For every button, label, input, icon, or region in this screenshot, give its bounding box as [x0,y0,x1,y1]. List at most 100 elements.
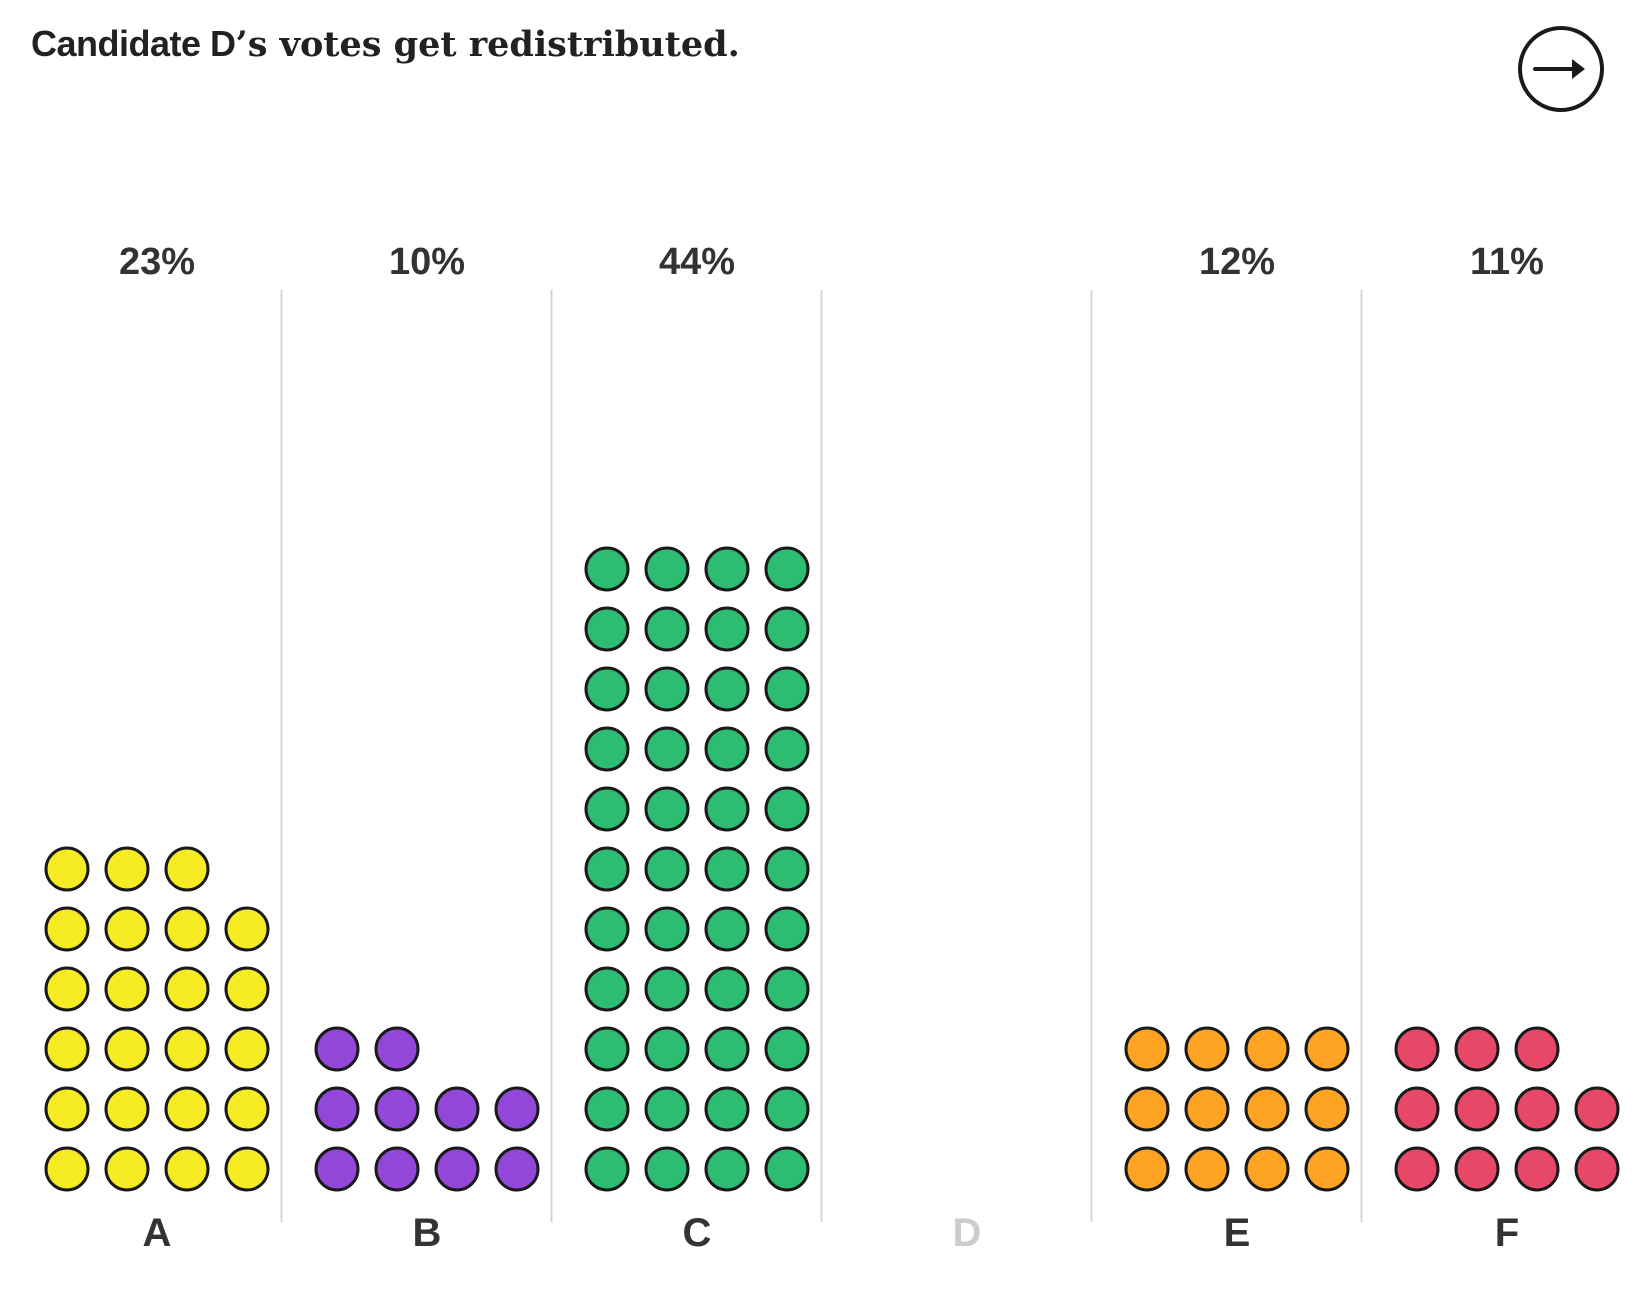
vote-dot-b [494,1146,540,1192]
vote-dot-c [704,606,750,652]
vote-dot-c [584,846,630,892]
vote-dot-a [44,1146,90,1192]
vote-dot-a [164,966,210,1012]
vote-dot-b [374,1026,420,1072]
vote-dot-a [44,1026,90,1072]
vote-dot-e [1244,1086,1290,1132]
vote-dot-c [764,1026,810,1072]
percent-label-e: 12% [1199,241,1275,283]
vote-dot-c [584,606,630,652]
vote-dot-c [644,606,690,652]
vote-dot-a [224,1026,270,1072]
vote-dot-c [584,1026,630,1072]
vote-dot-c [764,606,810,652]
vote-dot-c [584,966,630,1012]
vote-dot-c [644,906,690,952]
vote-dot-f [1514,1026,1560,1072]
percent-label-a: 23% [119,241,195,283]
vote-dot-c [764,846,810,892]
percent-label-c: 44% [659,241,735,283]
vote-dot-e [1304,1026,1350,1072]
vote-dot-c [644,1086,690,1132]
vote-dot-e [1184,1026,1230,1072]
vote-dot-c [584,666,630,712]
vote-dot-c [644,666,690,712]
vote-dot-e [1304,1086,1350,1132]
vote-dot-a [164,906,210,952]
vote-dot-c [644,786,690,832]
vote-dot-e [1124,1146,1170,1192]
vote-dot-a [224,1086,270,1132]
vote-dot-e [1124,1086,1170,1132]
vote-dot-c [764,966,810,1012]
vote-dot-b [374,1086,420,1132]
vote-dot-c [644,846,690,892]
vote-dot-c [584,786,630,832]
candidate-label-d: D [953,1211,982,1255]
vote-dot-c [644,966,690,1012]
vote-dot-e [1184,1086,1230,1132]
vote-dot-c [764,1146,810,1192]
vote-dot-c [764,666,810,712]
vote-dot-c [644,546,690,592]
vote-dot-c [704,846,750,892]
vote-dot-a [224,1146,270,1192]
vote-dot-a [104,906,150,952]
vote-dot-f [1454,1026,1500,1072]
vote-dot-f [1454,1086,1500,1132]
candidate-label-a: A [143,1211,172,1255]
next-step-button[interactable] [1518,26,1604,112]
vote-dot-a [104,846,150,892]
vote-dot-e [1244,1146,1290,1192]
vote-dot-f [1394,1146,1440,1192]
vote-dot-c [584,1146,630,1192]
vote-dot-c [704,546,750,592]
vote-dot-c [764,906,810,952]
vote-dot-c [704,666,750,712]
vote-dot-b [314,1086,360,1132]
vote-dot-c [644,1026,690,1072]
vote-dot-f [1574,1086,1620,1132]
vote-dot-c [704,1026,750,1072]
vote-dot-a [224,966,270,1012]
vote-dot-a [44,846,90,892]
candidate-label-f: F [1495,1211,1519,1255]
vote-dot-a [164,846,210,892]
vote-dot-c [584,1086,630,1132]
arrow-right-icon [1518,26,1604,112]
vote-dot-b [494,1086,540,1132]
vote-dot-b [314,1026,360,1072]
candidate-label-b: B [413,1211,442,1255]
vote-dot-f [1394,1026,1440,1072]
vote-dot-c [704,966,750,1012]
vote-dot-f [1514,1146,1560,1192]
percent-label-f: 11% [1470,241,1544,283]
headline: Candidate D’s votes get redistributed. [31,18,740,71]
vote-dot-c [764,1086,810,1132]
vote-dot-a [104,1026,150,1072]
vote-dot-e [1244,1026,1290,1072]
vote-dot-f [1514,1086,1560,1132]
vote-dot-e [1184,1146,1230,1192]
vote-dot-e [1124,1026,1170,1072]
vote-dot-a [164,1086,210,1132]
vote-dot-b [314,1146,360,1192]
vote-dot-a [164,1026,210,1072]
vote-dot-b [374,1146,420,1192]
vote-dot-f [1394,1086,1440,1132]
candidate-label-e: E [1224,1211,1251,1255]
vote-dot-a [104,966,150,1012]
vote-dot-a [224,906,270,952]
vote-dot-c [764,726,810,772]
vote-dot-a [44,1086,90,1132]
vote-dot-f [1574,1146,1620,1192]
vote-dot-a [104,1146,150,1192]
vote-dot-c [764,786,810,832]
vote-dot-c [704,1146,750,1192]
vote-dot-f [1454,1146,1500,1192]
vote-dot-c [584,546,630,592]
vote-dot-a [164,1146,210,1192]
vote-dot-c [704,1086,750,1132]
vote-dot-c [644,726,690,772]
vote-dot-c [704,906,750,952]
